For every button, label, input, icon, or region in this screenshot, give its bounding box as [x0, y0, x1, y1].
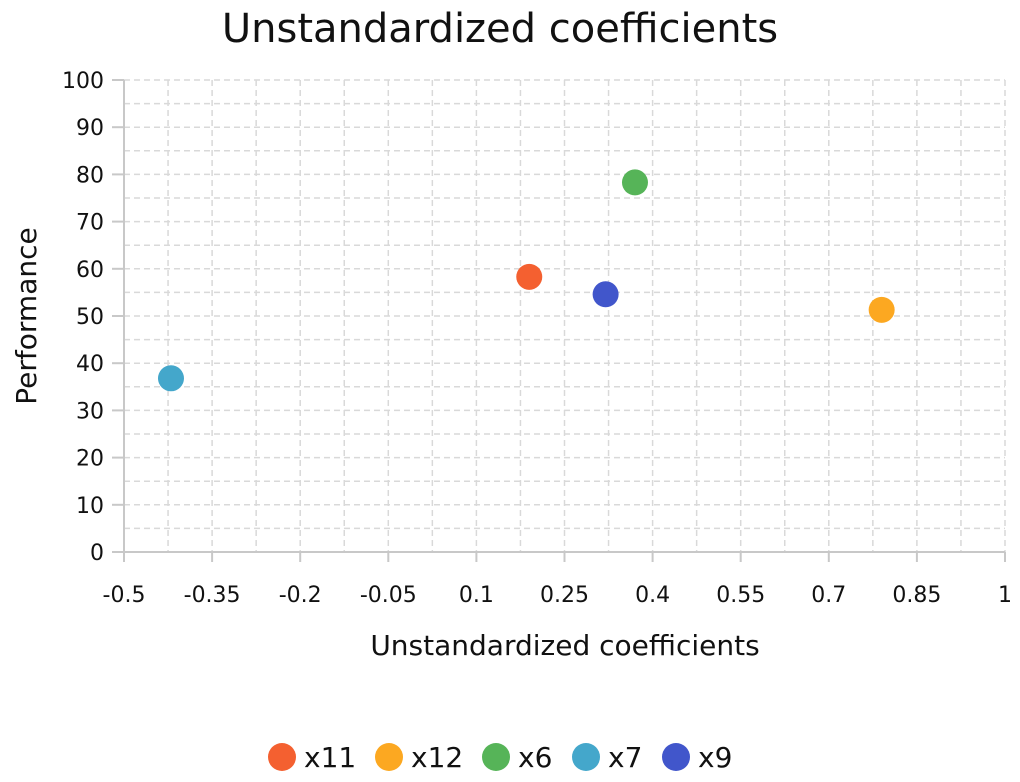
- legend-label-x11: x11: [304, 741, 356, 774]
- data-point-x12: [868, 296, 895, 323]
- legend-label-x6: x6: [518, 741, 552, 774]
- x-tick-label: -0.5: [103, 583, 146, 608]
- legend-marker-x12: [375, 743, 403, 771]
- x-tick-label: -0.35: [184, 583, 241, 608]
- legend-marker-x6: [482, 743, 510, 771]
- x-tick-label: 1: [998, 583, 1012, 608]
- legend-marker-x11: [268, 743, 296, 771]
- legend-label-x9: x9: [698, 741, 732, 774]
- y-tick-label: 70: [76, 211, 104, 236]
- y-tick-label: 80: [76, 163, 104, 188]
- x-tick-label: -0.05: [360, 583, 417, 608]
- data-point-x9: [592, 281, 619, 308]
- x-tick-label: 0.25: [540, 583, 589, 608]
- grid: [123, 79, 1006, 553]
- y-tick-label: 50: [76, 305, 104, 330]
- y-tick-label: 40: [76, 352, 104, 377]
- legend-marker-x7: [572, 743, 600, 771]
- y-axis-title: Performance: [10, 227, 43, 404]
- x-tick-label: 0.4: [635, 583, 670, 608]
- chart-title: Unstandardized coefficients: [222, 6, 778, 52]
- y-tick-label: 10: [76, 494, 104, 519]
- x-tick-label: 0.55: [716, 583, 765, 608]
- legend-label-x12: x12: [411, 741, 463, 774]
- legend-label-x7: x7: [608, 741, 642, 774]
- data-points: [157, 169, 895, 392]
- data-point-x7: [157, 365, 184, 392]
- tick-labels: -0.5 -0.35 -0.2 -0.05 0.1 0.25 0.4 0.55 0.7 0.85 1…: [62, 69, 1012, 608]
- data-point-x11: [516, 263, 543, 290]
- y-tick-label: 60: [76, 258, 104, 283]
- x-axis-title: Unstandardized coefficients: [370, 629, 759, 662]
- y-tick-label: 30: [76, 399, 104, 424]
- x-tick-label: 0.1: [459, 583, 494, 608]
- x-tick-label: -0.2: [279, 583, 322, 608]
- y-tick-label: 90: [76, 116, 104, 141]
- y-tick-label: 20: [76, 447, 104, 472]
- y-tick-label: 100: [62, 69, 104, 94]
- legend-marker-x9: [662, 743, 690, 771]
- legend: x11 x12 x6 x7 x9: [268, 741, 732, 774]
- data-point-x6: [621, 169, 648, 196]
- y-tick-label: 0: [90, 541, 104, 566]
- x-tick-label: 0.7: [811, 583, 846, 608]
- axes: [112, 79, 1006, 562]
- x-tick-label: 0.85: [892, 583, 941, 608]
